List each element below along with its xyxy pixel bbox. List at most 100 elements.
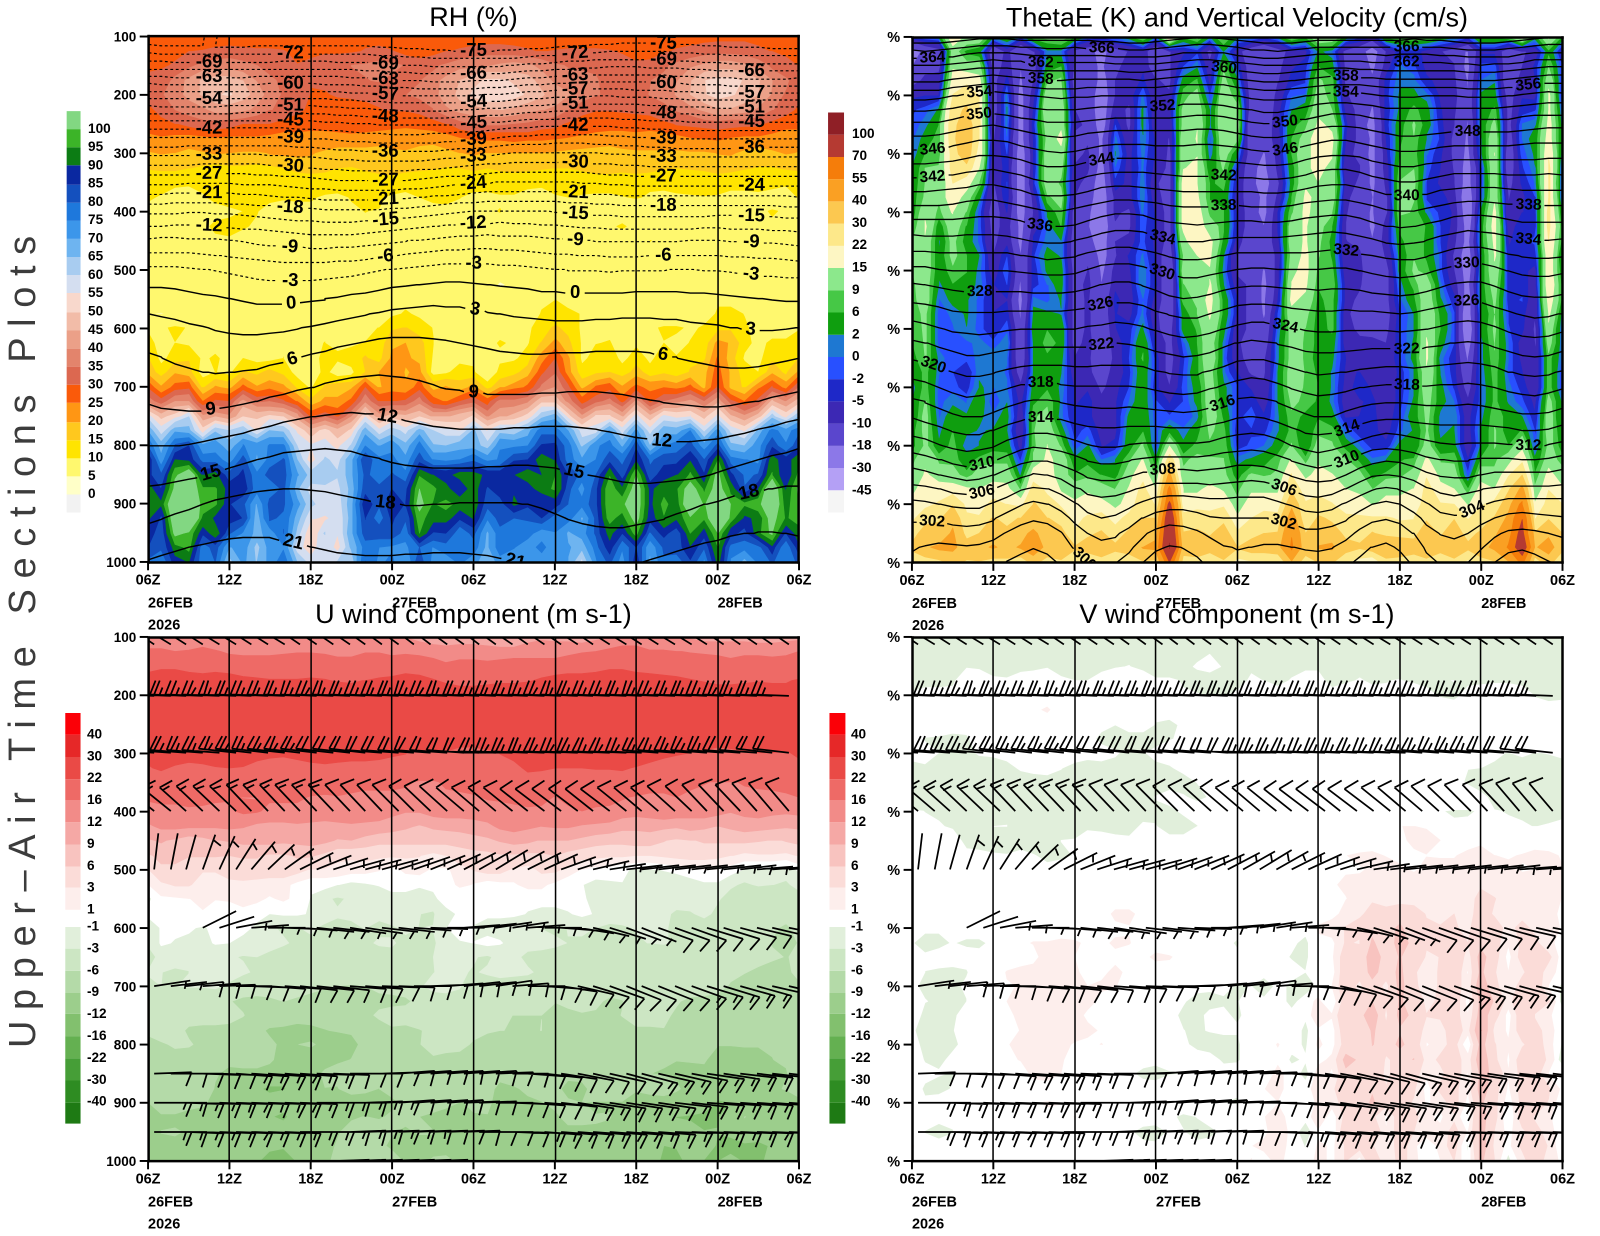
svg-text:00Z: 00Z	[380, 1171, 405, 1187]
svg-text:-57: -57	[738, 81, 765, 102]
svg-text:28FEB: 28FEB	[718, 596, 763, 612]
svg-text:-45: -45	[738, 110, 765, 131]
svg-text:400: 400	[114, 805, 137, 820]
svg-text:300: 300	[114, 746, 137, 761]
svg-text:-18: -18	[852, 438, 872, 453]
svg-text:70: 70	[88, 230, 103, 245]
svg-text:15: 15	[852, 260, 868, 275]
svg-text:9: 9	[87, 836, 95, 851]
svg-text:-1: -1	[851, 919, 864, 934]
svg-text:308: 308	[1149, 460, 1176, 479]
svg-text:V wind component (m s-1): V wind component (m s-1)	[1079, 599, 1394, 629]
svg-text:1000: 1000	[106, 555, 136, 570]
svg-text:ThetaE (K) and Vertical Veloci: ThetaE (K) and Vertical Velocity (cm/s)	[1006, 3, 1468, 33]
svg-text:362: 362	[1027, 53, 1054, 71]
svg-text:348: 348	[1455, 123, 1481, 140]
svg-text:18Z: 18Z	[298, 572, 323, 588]
svg-text:%: %	[887, 1096, 900, 1112]
svg-text:-9: -9	[567, 227, 585, 249]
svg-text:302: 302	[1269, 510, 1298, 533]
svg-text:21: 21	[281, 528, 306, 553]
svg-text:%: %	[887, 921, 900, 937]
svg-text:00Z: 00Z	[705, 1171, 730, 1187]
svg-text:26FEB: 26FEB	[148, 596, 193, 612]
svg-text:06Z: 06Z	[1550, 1171, 1575, 1187]
svg-text:800: 800	[114, 1037, 137, 1052]
svg-text:2: 2	[852, 326, 860, 341]
svg-text:6: 6	[851, 858, 859, 873]
svg-text:336: 336	[1026, 215, 1054, 236]
svg-text:40: 40	[851, 726, 866, 741]
svg-text:40: 40	[87, 726, 102, 741]
svg-text:324: 324	[1271, 315, 1300, 337]
svg-text:20: 20	[88, 413, 103, 428]
svg-text:-6: -6	[87, 962, 100, 977]
svg-text:30: 30	[87, 748, 102, 763]
svg-text:338: 338	[1210, 197, 1237, 215]
svg-text:18: 18	[736, 479, 761, 504]
svg-text:30: 30	[851, 748, 866, 763]
svg-text:-22: -22	[851, 1050, 871, 1065]
svg-text:12: 12	[651, 428, 673, 451]
svg-text:-12: -12	[195, 213, 223, 235]
svg-text:%: %	[887, 89, 900, 105]
svg-text:28FEB: 28FEB	[1481, 596, 1526, 612]
svg-text:00Z: 00Z	[1143, 573, 1168, 589]
svg-text:18Z: 18Z	[1387, 573, 1412, 589]
svg-text:306: 306	[967, 481, 996, 503]
svg-text:22: 22	[852, 237, 868, 252]
svg-text:-3: -3	[87, 940, 100, 955]
svg-text:326: 326	[1086, 293, 1115, 315]
svg-text:70: 70	[852, 148, 867, 163]
svg-text:330: 330	[1147, 260, 1177, 284]
svg-text:-6: -6	[376, 244, 395, 267]
svg-text:-40: -40	[87, 1094, 107, 1109]
svg-text:06Z: 06Z	[461, 1171, 486, 1187]
svg-text:100: 100	[88, 121, 111, 136]
svg-text:322: 322	[1394, 340, 1420, 358]
svg-text:100: 100	[114, 29, 137, 44]
svg-text:%: %	[887, 980, 900, 996]
svg-text:100: 100	[852, 126, 875, 141]
svg-text:9: 9	[204, 397, 216, 419]
svg-text:354: 354	[1333, 83, 1360, 101]
svg-text:-69: -69	[196, 50, 223, 71]
svg-text:362: 362	[1394, 53, 1420, 70]
svg-text:2026: 2026	[912, 1216, 944, 1232]
svg-text:-30: -30	[852, 460, 872, 475]
svg-text:06Z: 06Z	[1550, 573, 1575, 589]
svg-text:500: 500	[114, 263, 137, 278]
svg-text:-42: -42	[562, 114, 589, 135]
svg-text:90: 90	[88, 157, 103, 172]
svg-text:%: %	[887, 147, 900, 163]
svg-text:-33: -33	[650, 144, 677, 166]
svg-text:-6: -6	[851, 962, 864, 977]
svg-text:00Z: 00Z	[1469, 573, 1494, 589]
svg-text:75: 75	[88, 212, 104, 227]
svg-text:-27: -27	[650, 164, 677, 185]
svg-text:27FEB: 27FEB	[392, 596, 437, 612]
svg-text:342: 342	[919, 167, 946, 186]
svg-text:-24: -24	[738, 174, 765, 195]
svg-text:-21: -21	[562, 180, 590, 202]
svg-text:334: 334	[1515, 230, 1543, 249]
svg-text:-2: -2	[852, 371, 865, 386]
svg-text:15: 15	[88, 431, 104, 446]
svg-text:0: 0	[88, 486, 96, 501]
svg-text:3: 3	[745, 317, 757, 339]
svg-text:-30: -30	[851, 1072, 871, 1087]
svg-text:-21: -21	[372, 187, 400, 209]
svg-text:-15: -15	[738, 204, 765, 226]
svg-text:-42: -42	[195, 116, 222, 138]
svg-text:-1: -1	[87, 919, 100, 934]
svg-text:-54: -54	[196, 87, 224, 108]
svg-text:5: 5	[88, 468, 96, 483]
svg-text:-6: -6	[655, 243, 672, 264]
svg-text:310: 310	[968, 453, 997, 475]
svg-text:330: 330	[1453, 254, 1480, 272]
svg-text:18Z: 18Z	[1062, 1171, 1087, 1187]
svg-text:06Z: 06Z	[787, 572, 812, 588]
svg-text:12: 12	[376, 403, 400, 427]
svg-text:25: 25	[88, 395, 104, 410]
svg-text:%: %	[887, 556, 900, 572]
